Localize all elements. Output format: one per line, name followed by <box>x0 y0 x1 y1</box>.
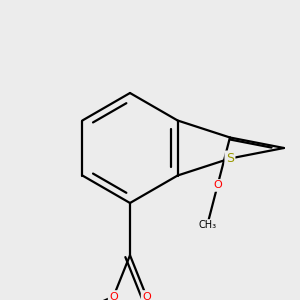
Text: O: O <box>142 292 151 300</box>
Text: CH₃: CH₃ <box>198 220 216 230</box>
Text: O: O <box>213 180 222 190</box>
Text: S: S <box>226 152 234 165</box>
Text: O: O <box>109 292 118 300</box>
